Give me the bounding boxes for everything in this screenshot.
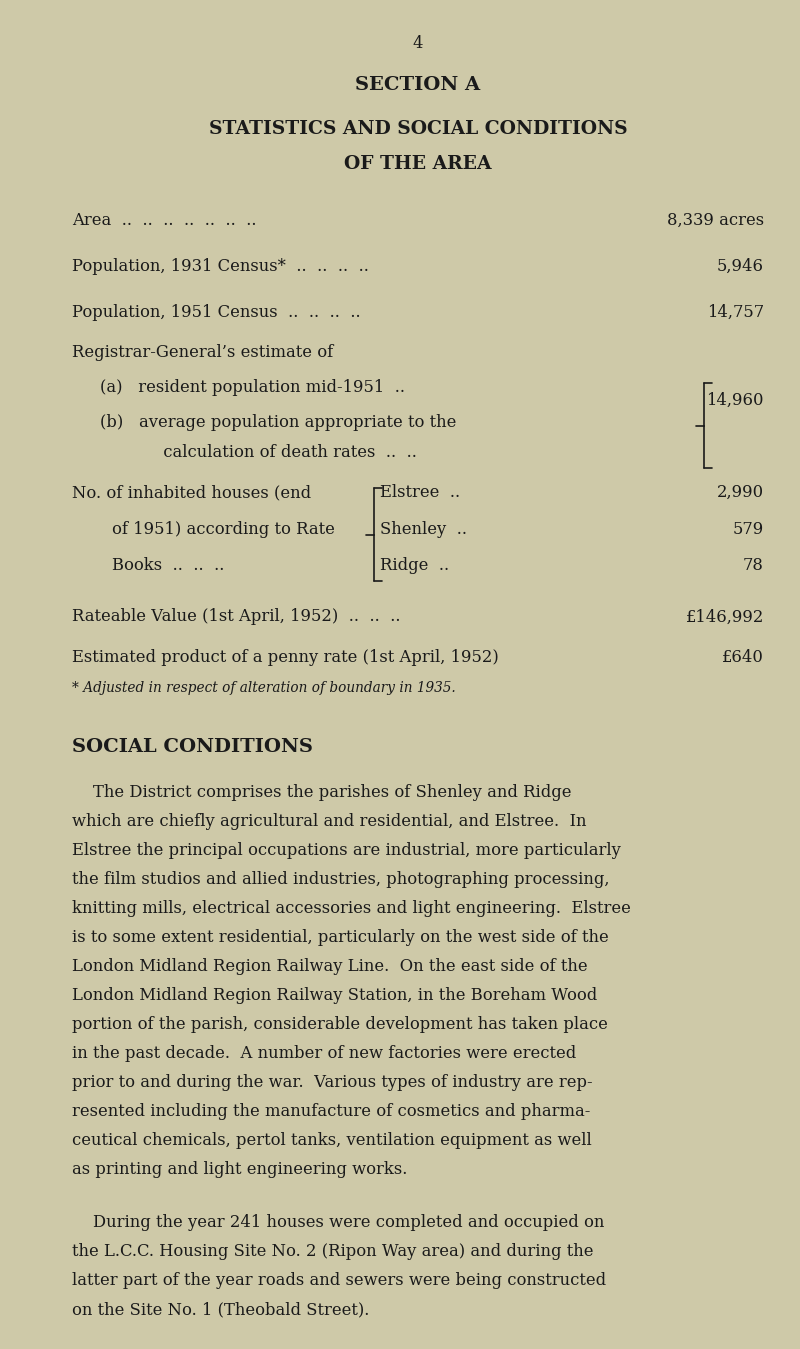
Text: the film studios and allied industries, photographing processing,: the film studios and allied industries, …	[72, 871, 610, 888]
Text: London Midland Region Railway Line.  On the east side of the: London Midland Region Railway Line. On t…	[72, 958, 588, 975]
Text: latter part of the year roads and sewers were being constructed: latter part of the year roads and sewers…	[72, 1272, 606, 1290]
Text: During the year 241 houses were completed and occupied on: During the year 241 houses were complete…	[72, 1214, 604, 1232]
Text: in the past decade.  A number of new factories were erected: in the past decade. A number of new fact…	[72, 1045, 576, 1062]
Text: which are chiefly agricultural and residential, and Elstree.  In: which are chiefly agricultural and resid…	[72, 813, 586, 830]
Text: is to some extent residential, particularly on the west side of the: is to some extent residential, particula…	[72, 929, 609, 946]
Text: 5,946: 5,946	[717, 258, 764, 275]
Text: Rateable Value (1st April, 1952)  ..  ..  ..: Rateable Value (1st April, 1952) .. .. .…	[72, 608, 401, 626]
Text: Estimated product of a penny rate (1st April, 1952): Estimated product of a penny rate (1st A…	[72, 649, 498, 666]
Text: of 1951) according to Rate: of 1951) according to Rate	[112, 521, 335, 538]
Text: Registrar-General’s estimate of: Registrar-General’s estimate of	[72, 344, 334, 362]
Text: £640: £640	[722, 649, 764, 666]
Text: portion of the parish, considerable development has taken place: portion of the parish, considerable deve…	[72, 1016, 608, 1033]
Text: Population, 1951 Census  ..  ..  ..  ..: Population, 1951 Census .. .. .. ..	[72, 304, 361, 321]
Text: Books  ..  ..  ..: Books .. .. ..	[112, 557, 224, 575]
Text: Population, 1931 Census*  ..  ..  ..  ..: Population, 1931 Census* .. .. .. ..	[72, 258, 369, 275]
Text: 78: 78	[743, 557, 764, 575]
Text: 8,339 acres: 8,339 acres	[667, 212, 764, 229]
Text: Elstree the principal occupations are industrial, more particularly: Elstree the principal occupations are in…	[72, 842, 621, 859]
Text: as printing and light engineering works.: as printing and light engineering works.	[72, 1161, 407, 1178]
Text: The District comprises the parishes of Shenley and Ridge: The District comprises the parishes of S…	[72, 784, 571, 801]
Text: Elstree  ..: Elstree ..	[380, 484, 460, 502]
Text: * Adjusted in respect of alteration of boundary in 1935.: * Adjusted in respect of alteration of b…	[72, 681, 456, 695]
Text: STATISTICS AND SOCIAL CONDITIONS: STATISTICS AND SOCIAL CONDITIONS	[209, 120, 627, 138]
Text: £146,992: £146,992	[686, 608, 764, 626]
Text: on the Site No. 1 (Theobald Street).: on the Site No. 1 (Theobald Street).	[72, 1302, 370, 1318]
Text: 4: 4	[413, 35, 423, 53]
Text: (b)   average population appropriate to the: (b) average population appropriate to th…	[100, 414, 456, 432]
Text: 2,990: 2,990	[717, 484, 764, 502]
Text: SECTION A: SECTION A	[355, 76, 481, 93]
Text: prior to and during the war.  Various types of industry are rep-: prior to and during the war. Various typ…	[72, 1074, 593, 1091]
Text: 14,757: 14,757	[707, 304, 764, 321]
Text: Shenley  ..: Shenley ..	[380, 521, 467, 538]
Text: knitting mills, electrical accessories and light engineering.  Elstree: knitting mills, electrical accessories a…	[72, 900, 631, 917]
Text: ceutical chemicals, pertol tanks, ventilation equipment as well: ceutical chemicals, pertol tanks, ventil…	[72, 1132, 592, 1149]
Text: Area  ..  ..  ..  ..  ..  ..  ..: Area .. .. .. .. .. .. ..	[72, 212, 257, 229]
Text: SOCIAL CONDITIONS: SOCIAL CONDITIONS	[72, 738, 313, 755]
Text: Ridge  ..: Ridge ..	[380, 557, 449, 575]
Text: (a)   resident population mid-1951  ..: (a) resident population mid-1951 ..	[100, 379, 405, 397]
Text: 14,960: 14,960	[706, 393, 764, 409]
Text: No. of inhabited houses (end: No. of inhabited houses (end	[72, 484, 311, 502]
Text: OF THE AREA: OF THE AREA	[344, 155, 492, 173]
Text: London Midland Region Railway Station, in the Boreham Wood: London Midland Region Railway Station, i…	[72, 987, 598, 1004]
Text: the L.C.C. Housing Site No. 2 (Ripon Way area) and during the: the L.C.C. Housing Site No. 2 (Ripon Way…	[72, 1244, 594, 1260]
Text: calculation of death rates  ..  ..: calculation of death rates .. ..	[116, 444, 417, 461]
Text: resented including the manufacture of cosmetics and pharma-: resented including the manufacture of co…	[72, 1103, 590, 1120]
Text: 579: 579	[733, 521, 764, 538]
